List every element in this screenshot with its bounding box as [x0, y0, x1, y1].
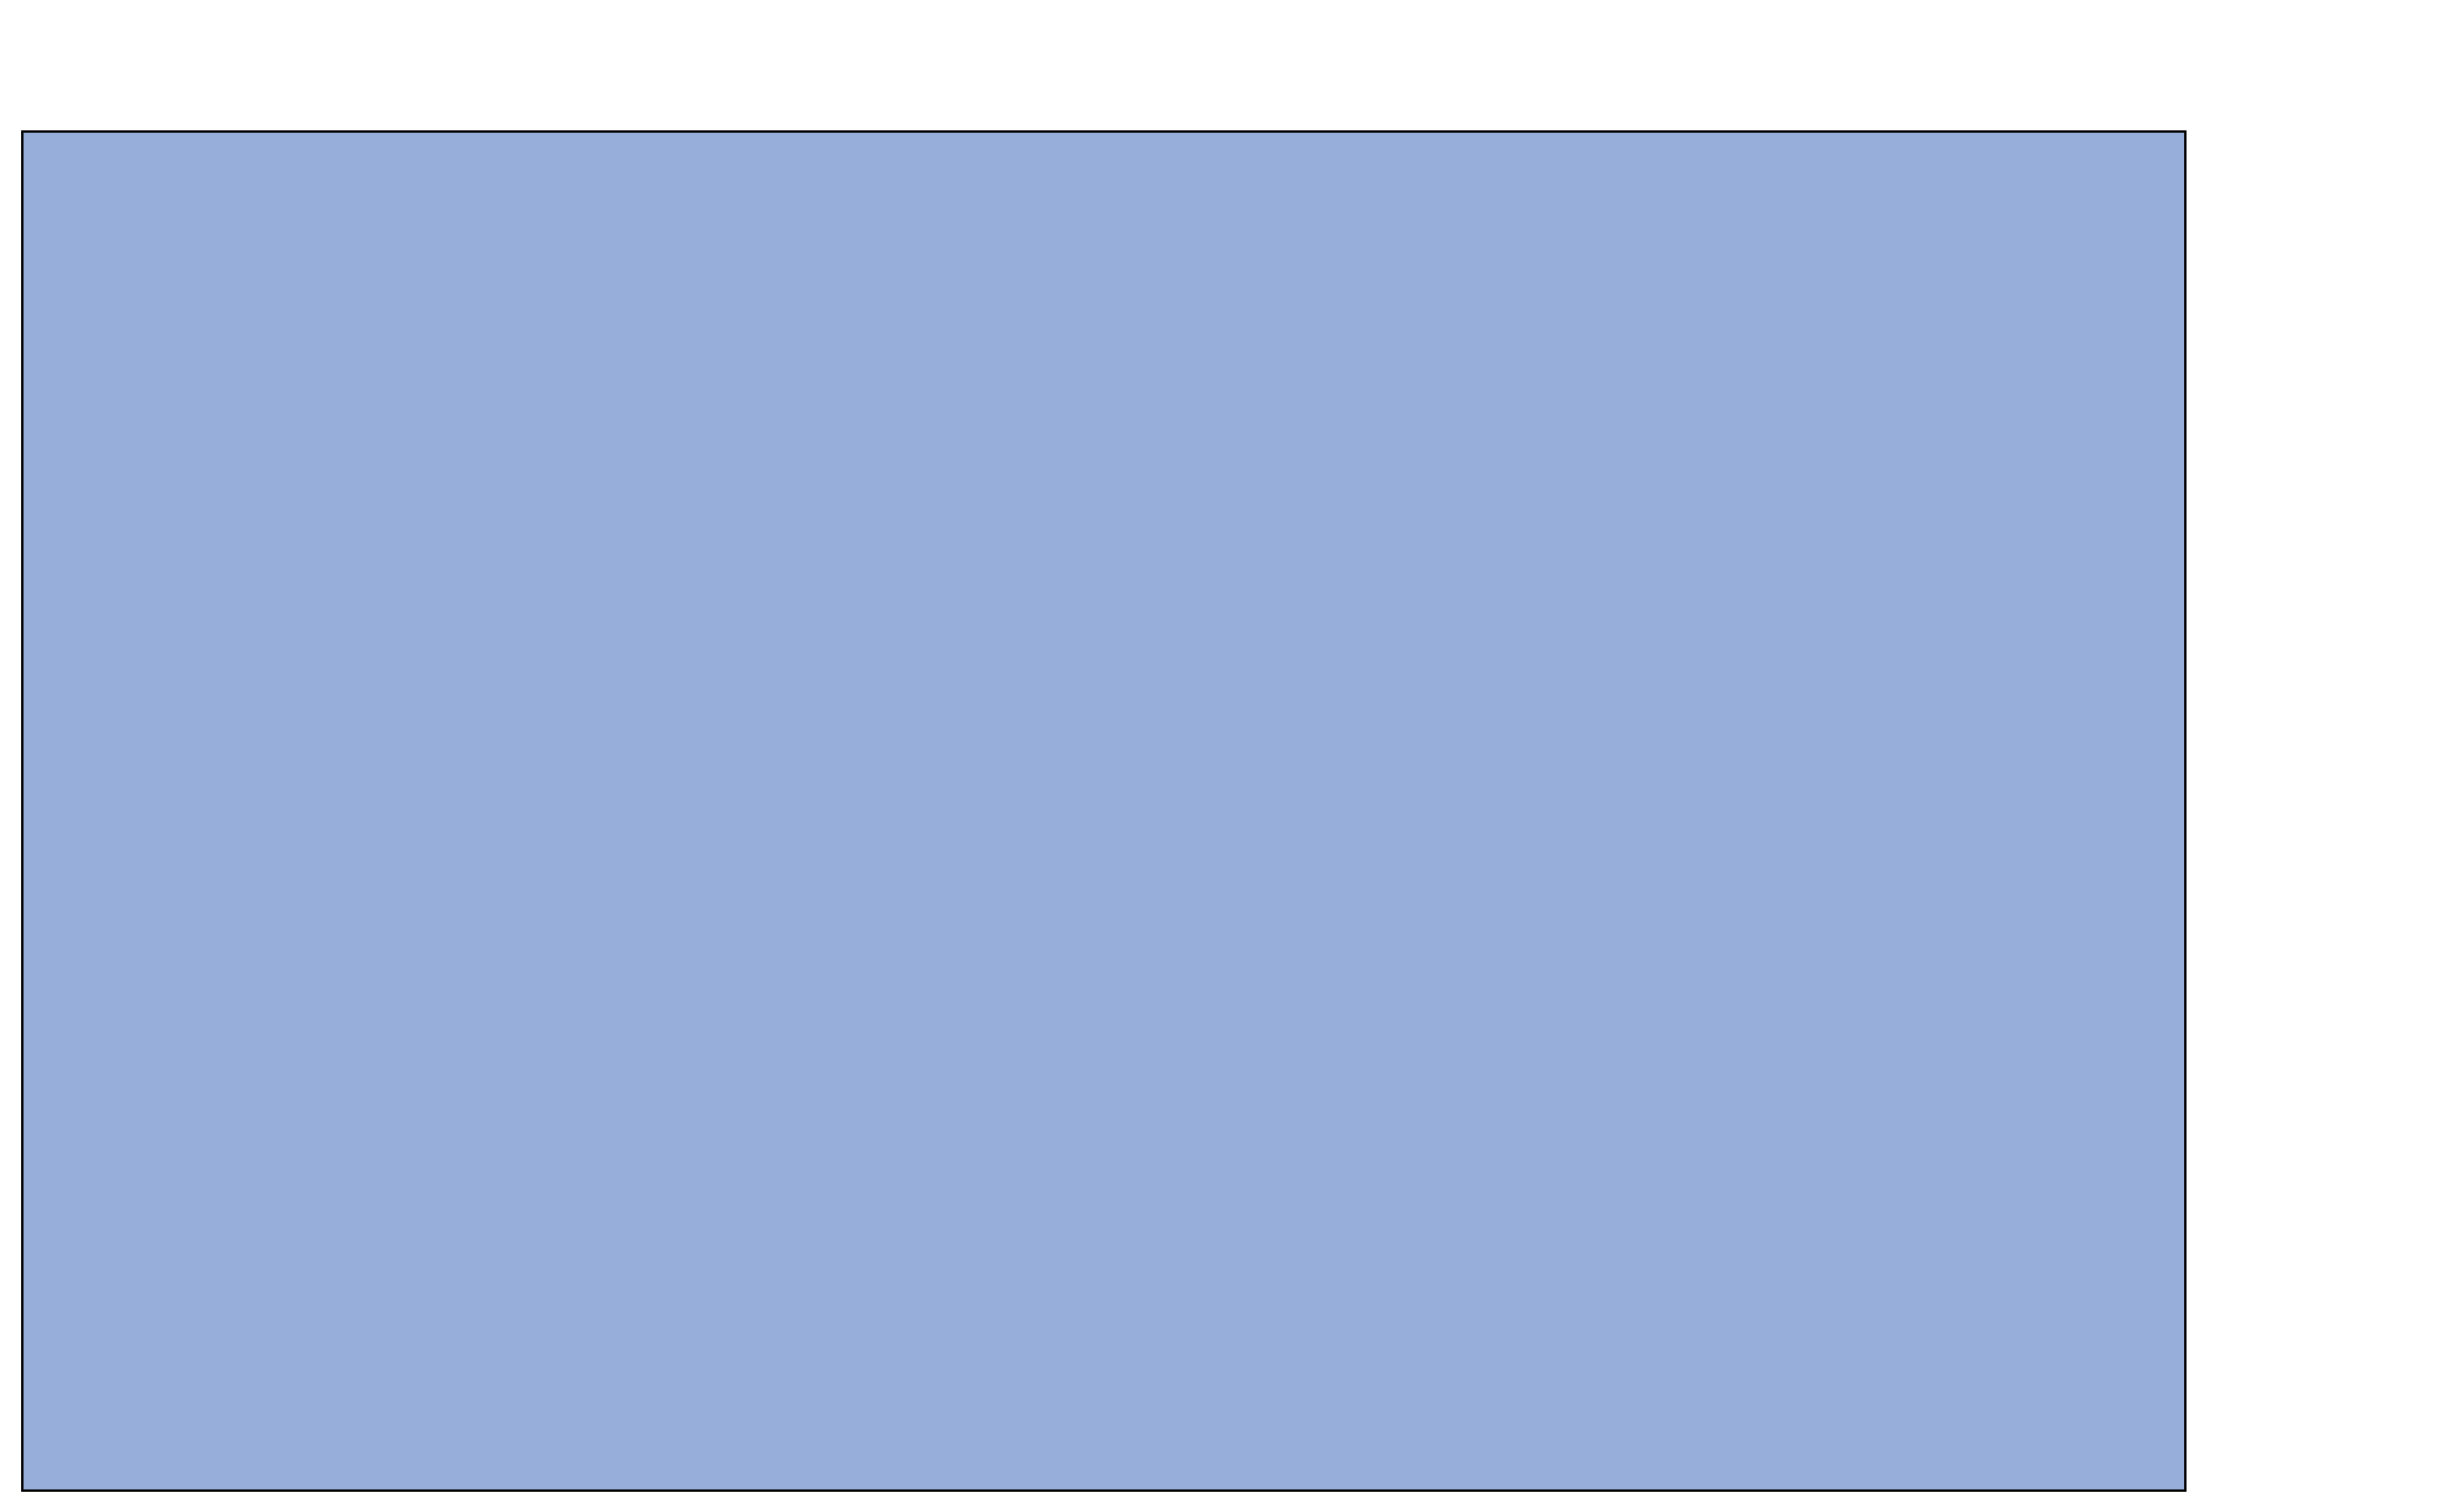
colorbar [2271, 239, 2464, 1406]
us-hit-rate-map [24, 133, 2184, 1489]
map-area [21, 130, 2187, 1492]
